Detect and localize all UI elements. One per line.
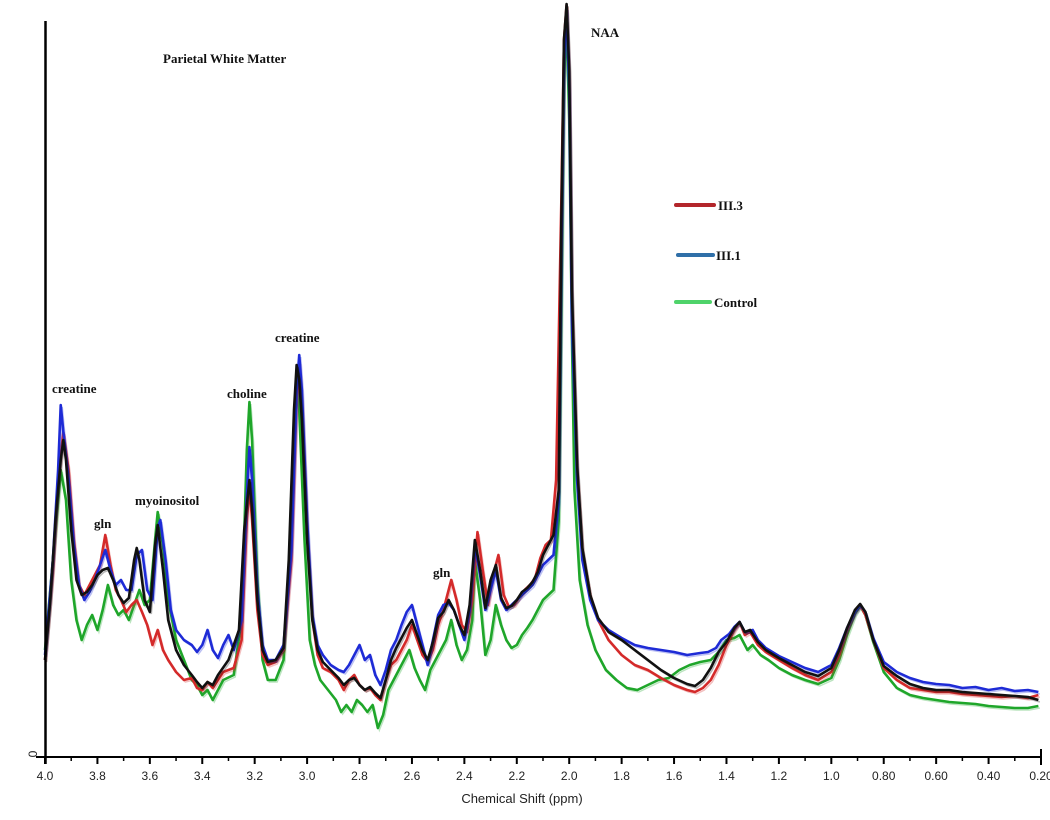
x-axis-label: Chemical Shift (ppm)	[461, 791, 582, 806]
legend-item-iii3: III.3	[674, 198, 743, 213]
x-tick-label: 0.40	[977, 769, 1001, 783]
trace-fit-reference-black-	[45, 5, 1041, 703]
annotation-creatine-3.0: creatine	[275, 330, 320, 345]
trace-fit-iii-1	[45, 9, 1041, 695]
x-tick-label: 3.8	[89, 769, 106, 783]
annotation-naa: NAA	[591, 25, 620, 40]
x-tick-label: 0.80	[872, 769, 896, 783]
legend-label-iii1: III.1	[716, 248, 741, 263]
trace-fit-iii-3	[45, 6, 1041, 704]
trace-control	[43, 18, 1039, 730]
annotation-creatine-3.9: creatine	[52, 381, 97, 396]
x-tick-label: 2.0	[561, 769, 578, 783]
legend: III.3 III.1 Control	[674, 198, 757, 310]
legend-item-iii1: III.1	[676, 248, 741, 263]
x-tick-label: 1.0	[823, 769, 840, 783]
x-tick-label: 2.8	[351, 769, 368, 783]
x-tick-label: 3.0	[299, 769, 316, 783]
trace-reference-black-	[43, 2, 1039, 702]
chart-title: Parietal White Matter	[163, 51, 286, 66]
x-tick-label: 3.6	[141, 769, 158, 783]
trace-iii-3	[43, 3, 1039, 702]
x-tick-label: 1.2	[771, 769, 788, 783]
x-tick-label: 3.2	[246, 769, 263, 783]
x-tick-label: 4.0	[37, 769, 54, 783]
y-zero-label: 0	[26, 750, 40, 757]
legend-item-control: Control	[674, 295, 757, 310]
x-tick-label: 1.8	[613, 769, 630, 783]
annotation-gln-3.75: gln	[94, 516, 112, 531]
trace-fit-control	[45, 21, 1041, 733]
x-tick-label: 1.4	[718, 769, 735, 783]
x-tick-label: 1.6	[666, 769, 683, 783]
legend-label-iii3: III.3	[718, 198, 743, 213]
x-tick-label: 2.6	[404, 769, 421, 783]
x-tick-label: 0.20	[1029, 769, 1050, 783]
x-tick-label: 2.2	[508, 769, 525, 783]
peak-annotations: creatine gln myoinositol choline creatin…	[52, 25, 620, 580]
spectrum-traces	[43, 2, 1041, 733]
annotation-myoinositol: myoinositol	[135, 493, 200, 508]
legend-label-control: Control	[714, 295, 757, 310]
annotation-choline: choline	[227, 386, 267, 401]
x-tick-label: 2.4	[456, 769, 473, 783]
annotation-gln-2.45: gln	[433, 565, 451, 580]
x-tick-label: 0.60	[924, 769, 948, 783]
trace-iii-1	[43, 6, 1039, 694]
x-tick-label: 3.4	[194, 769, 211, 783]
x-axis-ticks: 4.0 3.8 3.6 3.4 3.2 3.0 2.8 2.6 2.4 2.2 2.0 1.8 1.6 1…	[37, 757, 1050, 783]
